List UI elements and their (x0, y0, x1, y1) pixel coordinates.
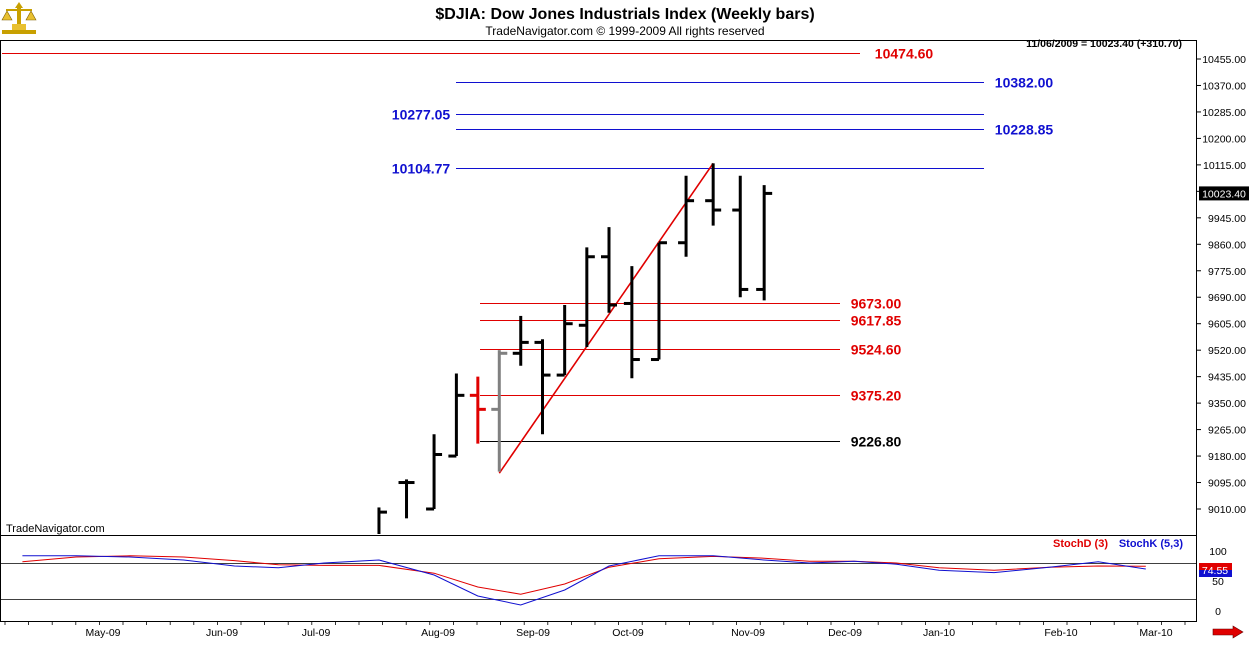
stoch-tick-label: 0 (1215, 606, 1221, 618)
stochastic-lines (22, 555, 1146, 606)
price-tick-label: 9605.00 (1208, 319, 1246, 331)
stoch-y-axis: 100 50 0 (1, 546, 1227, 618)
ohlc-bar (426, 434, 443, 511)
price-tick-label: 9010.00 (1208, 504, 1246, 516)
x-tick-label: May-09 (85, 627, 120, 639)
price-tick-label: 9095.00 (1208, 478, 1246, 490)
x-tick-label: Mar-10 (1139, 627, 1172, 639)
stoch-last-label: 74.55 (1202, 565, 1228, 577)
level-label: 10474.60 (875, 46, 934, 62)
stoch-series-line (22, 555, 1146, 595)
last-price-tag: 10023.40 (1199, 186, 1249, 201)
ohlc-bar (756, 185, 773, 301)
ohlc-bar (705, 163, 722, 226)
price-tick-label: 9180.00 (1208, 451, 1246, 463)
ohlc-bar (448, 373, 465, 458)
x-tick-label: Nov-09 (731, 627, 765, 639)
ohlc-bar (650, 241, 667, 362)
x-tick-label: Feb-10 (1044, 627, 1077, 639)
level-label: 10228.85 (995, 122, 1054, 138)
stoch-last-tag: 74.55 (1199, 563, 1232, 577)
ohlc-bar (377, 507, 387, 534)
ohlc-bar (601, 227, 617, 313)
last-quote: 11/06/2009 = 10023.40 (+310.70) (1026, 38, 1182, 50)
ohlc-bar (678, 175, 695, 257)
stoch-series-line (22, 555, 1146, 606)
price-tick-label: 9350.00 (1208, 398, 1246, 410)
ohlc-bar (556, 305, 573, 377)
price-tick-label: 10115.00 (1203, 160, 1246, 172)
price-tick-label: 9265.00 (1208, 425, 1246, 437)
stoch-pane-frame (0, 535, 1197, 622)
price-tick-label: 10455.00 (1202, 54, 1246, 66)
level-label: 9617.85 (851, 313, 902, 329)
ohlc-bar (491, 350, 508, 472)
watermark-label: TradeNavigator.com (6, 523, 105, 535)
trendline[interactable] (498, 162, 714, 474)
x-axis: May-09 Jun-09 Jul-09 Aug-09 Sep-09 Oct-09 Nov-… (4, 621, 1186, 639)
level-label: 10382.00 (995, 75, 1054, 91)
x-tick-label: Sep-09 (516, 627, 550, 639)
ohlc-bar (732, 175, 749, 298)
price-tick-label: 10285.00 (1202, 107, 1246, 119)
stoch-tick-label: 100 (1209, 546, 1227, 558)
chart-subtitle: TradeNavigator.com © 1999-2009 All right… (485, 24, 764, 38)
red-arrow-right-icon[interactable] (1212, 625, 1244, 639)
ohlc-bar (512, 315, 529, 366)
price-tick-label: 9860.00 (1208, 239, 1246, 251)
ohlc-bar (623, 266, 640, 379)
price-tick-label: 9520.00 (1208, 345, 1246, 357)
price-tick-label: 9775.00 (1208, 266, 1246, 278)
price-tick-label: 9945.00 (1208, 213, 1246, 225)
ohlc-bar (398, 479, 415, 519)
price-tick-label: 9435.00 (1208, 372, 1246, 384)
level-label: 9673.00 (851, 296, 902, 312)
trendline-group (498, 162, 714, 474)
x-tick-label: Oct-09 (612, 627, 644, 639)
x-tick-label: Jun-09 (206, 627, 238, 639)
level-label: 9524.60 (851, 342, 902, 358)
level-label: 9226.80 (851, 434, 902, 450)
price-tick-label: 10370.00 (1202, 80, 1246, 92)
level-label: 10104.77 (392, 161, 451, 177)
ohlc-bar (578, 247, 595, 348)
chart-title: $DJIA: Dow Jones Industrials Index (Week… (435, 6, 814, 23)
price-tick-label: 10200.00 (1202, 133, 1246, 145)
x-tick-label: Jan-10 (923, 627, 955, 639)
x-tick-label: Aug-09 (421, 627, 455, 639)
price-tick-label: 9690.00 (1208, 292, 1246, 304)
price-y-axis: 10455.00 10370.00 10285.00 10200.00 10115.00… (1196, 54, 1246, 516)
legend-stochk: StochK (5,3) (1119, 538, 1184, 550)
ohlc-bar (469, 376, 486, 444)
level-label: 10277.05 (392, 107, 451, 123)
ohlc-bar (534, 339, 551, 435)
price-levels: 10474.60 10382.00 10277.05 10228.85 10104.77… (2, 46, 1053, 450)
stoch-tick-label: 50 (1212, 576, 1224, 588)
balance-scale-icon (1, 2, 37, 34)
x-tick-label: Jul-09 (302, 627, 331, 639)
legend-stochd: StochD (3) (1053, 538, 1108, 550)
level-label: 9375.20 (851, 388, 902, 404)
x-tick-label: Dec-09 (828, 627, 862, 639)
ohlc-bars (377, 163, 773, 534)
last-price-label: 10023.40 (1202, 188, 1246, 200)
